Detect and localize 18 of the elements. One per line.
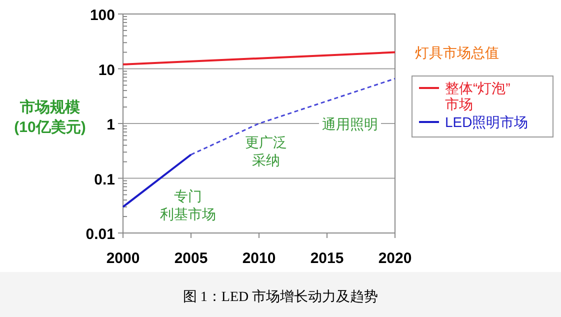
y-tick-label: 1 (106, 116, 115, 134)
y-tick-label: 10 (98, 62, 115, 79)
y-tick-label: 0.01 (86, 226, 115, 243)
x-tick-label: 2020 (378, 250, 412, 267)
annotation: 通用照明 (322, 116, 378, 132)
legend-label: 整体“灯泡” 市场 (445, 80, 511, 112)
x-tick-label: 2015 (310, 250, 344, 267)
annotation: 专门利基市场 (160, 188, 216, 222)
y-tick-label: 100 (90, 7, 115, 24)
y-tick-label: 0.1 (94, 171, 115, 188)
x-tick-label: 2005 (174, 250, 208, 267)
x-tick-label: 2010 (242, 250, 276, 267)
caption: 图 1：LED 市场增长动力及趋势 (182, 289, 378, 305)
x-tick-label: 2000 (106, 250, 140, 267)
annotation: 灯具市场总值 (415, 44, 499, 60)
legend-label: LED照明市场 (445, 114, 528, 130)
annotation: 更广泛采纳 (245, 134, 287, 168)
y-axis-title: 市场规模 (10亿美元) (14, 98, 86, 136)
